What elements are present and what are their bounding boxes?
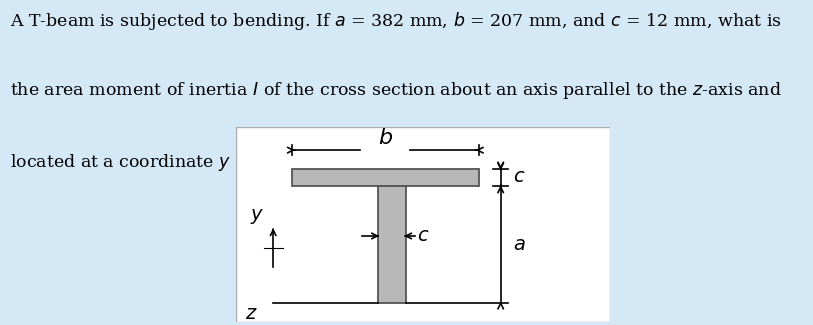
Text: the area moment of inertia $I$ of the cross section about an axis parallel to th: the area moment of inertia $I$ of the cr… <box>10 80 781 101</box>
Text: located at a coordinate $y$ = 221 mm? All answers are in 10$^6$ mm$^4$.: located at a coordinate $y$ = 221 mm? Al… <box>10 150 589 174</box>
Bar <box>292 169 479 186</box>
Text: $c$: $c$ <box>513 168 525 187</box>
Text: A T-beam is subjected to bending. If $a$ = 382 mm, $b$ = 207 mm, and $c$ = 12 mm: A T-beam is subjected to bending. If $a$… <box>10 10 782 32</box>
Text: $z$: $z$ <box>245 306 258 323</box>
Text: $b$: $b$ <box>378 127 393 150</box>
Text: $c$: $c$ <box>416 227 429 245</box>
Bar <box>377 186 406 303</box>
FancyBboxPatch shape <box>236 127 610 322</box>
Text: $y$: $y$ <box>250 207 263 226</box>
Text: $a$: $a$ <box>513 236 526 254</box>
